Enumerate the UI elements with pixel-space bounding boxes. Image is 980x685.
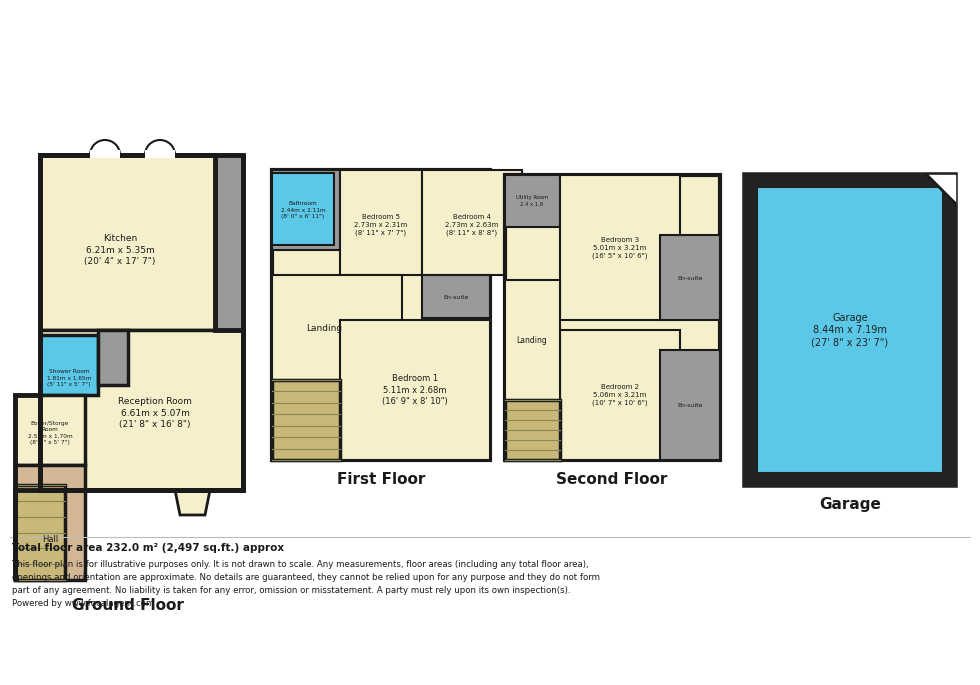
Bar xyxy=(215,155,243,330)
Bar xyxy=(560,330,680,460)
Text: Second Floor: Second Floor xyxy=(557,473,667,488)
Bar xyxy=(145,150,175,158)
Text: En-suite: En-suite xyxy=(677,403,703,408)
Bar xyxy=(272,170,490,460)
Text: En-suite: En-suite xyxy=(677,275,703,280)
Bar xyxy=(340,320,490,460)
Text: Bathroom
2.44m x 2.11m
(8' 0" x 6' 11"): Bathroom 2.44m x 2.11m (8' 0" x 6' 11") xyxy=(280,201,325,219)
Bar xyxy=(660,235,720,320)
Bar xyxy=(505,175,720,460)
Polygon shape xyxy=(927,175,955,203)
Text: Boiler/Storge
Room
2.51m x 1.70m
(8' 2" x 5' 7"): Boiler/Storge Room 2.51m x 1.70m (8' 2" … xyxy=(27,421,73,445)
Text: Hall: Hall xyxy=(42,536,58,545)
Text: Landing: Landing xyxy=(306,323,342,332)
Text: Bedroom 4
2.73m x 2.63m
(8' 11" x 8' 8"): Bedroom 4 2.73m x 2.63m (8' 11" x 8' 8") xyxy=(445,214,499,236)
Text: Shower Room
1.81m x 1.65m
(5' 11" x 5' 7"): Shower Room 1.81m x 1.65m (5' 11" x 5' 7… xyxy=(47,369,91,387)
Bar xyxy=(272,275,402,380)
Bar xyxy=(98,330,128,385)
Bar xyxy=(40,330,243,490)
Bar xyxy=(15,395,85,465)
Bar xyxy=(560,175,680,320)
Bar xyxy=(745,175,955,485)
Bar xyxy=(272,170,340,250)
Bar xyxy=(15,465,85,580)
Text: Kitchen
6.21m x 5.35m
(20' 4" x 17' 7"): Kitchen 6.21m x 5.35m (20' 4" x 17' 7") xyxy=(84,234,156,266)
Text: Bedroom 2
5.06m x 3.21m
(10' 7" x 10' 6"): Bedroom 2 5.06m x 3.21m (10' 7" x 10' 6"… xyxy=(592,384,648,406)
Text: openings and orientation are approximate. No details are guaranteed, they cannot: openings and orientation are approximate… xyxy=(12,573,600,582)
Text: part of any agreement. No liability is taken for any error, omission or misstate: part of any agreement. No liability is t… xyxy=(12,586,570,595)
Bar xyxy=(40,335,98,395)
Bar xyxy=(422,170,522,275)
Text: Powered by www.focalagent.com: Powered by www.focalagent.com xyxy=(12,599,155,608)
Text: This floor plan is for illustrative purposes only. It is not drawn to scale. Any: This floor plan is for illustrative purp… xyxy=(12,560,589,569)
Text: Utility Room
2.4 x 1.8: Utility Room 2.4 x 1.8 xyxy=(515,195,548,207)
Bar xyxy=(505,280,560,400)
Text: Bedroom 3
5.01m x 3.21m
(16' 5" x 10' 6"): Bedroom 3 5.01m x 3.21m (16' 5" x 10' 6"… xyxy=(592,237,648,259)
Text: First Floor: First Floor xyxy=(337,473,425,488)
Text: Bedroom 1
5.11m x 2.68m
(16' 9" x 8' 10"): Bedroom 1 5.11m x 2.68m (16' 9" x 8' 10"… xyxy=(382,375,448,406)
Bar xyxy=(505,400,560,460)
Bar xyxy=(422,275,490,318)
Bar xyxy=(505,175,560,227)
Text: Garage: Garage xyxy=(819,497,881,512)
Bar xyxy=(340,170,422,275)
Bar xyxy=(757,187,943,473)
Bar xyxy=(90,150,120,158)
Bar xyxy=(15,485,65,580)
Text: En-suite: En-suite xyxy=(443,295,468,299)
Text: Garage
8.44m x 7.19m
(27' 8" x 23' 7"): Garage 8.44m x 7.19m (27' 8" x 23' 7") xyxy=(811,312,889,347)
Text: Total floor area 232.0 m² (2,497 sq.ft.) approx: Total floor area 232.0 m² (2,497 sq.ft.)… xyxy=(12,543,284,553)
Polygon shape xyxy=(175,490,210,515)
Text: Reception Room
6.61m x 5.07m
(21' 8" x 16' 8"): Reception Room 6.61m x 5.07m (21' 8" x 1… xyxy=(118,397,192,429)
Text: Ground Floor: Ground Floor xyxy=(73,597,184,612)
Bar xyxy=(215,155,243,330)
Text: Bedroom 5
2.73m x 2.31m
(8' 11" x 7' 7"): Bedroom 5 2.73m x 2.31m (8' 11" x 7' 7") xyxy=(355,214,408,236)
Bar xyxy=(40,155,240,330)
Text: Landing: Landing xyxy=(516,336,548,345)
Bar xyxy=(272,173,334,245)
Bar xyxy=(272,380,340,460)
Bar xyxy=(660,350,720,460)
